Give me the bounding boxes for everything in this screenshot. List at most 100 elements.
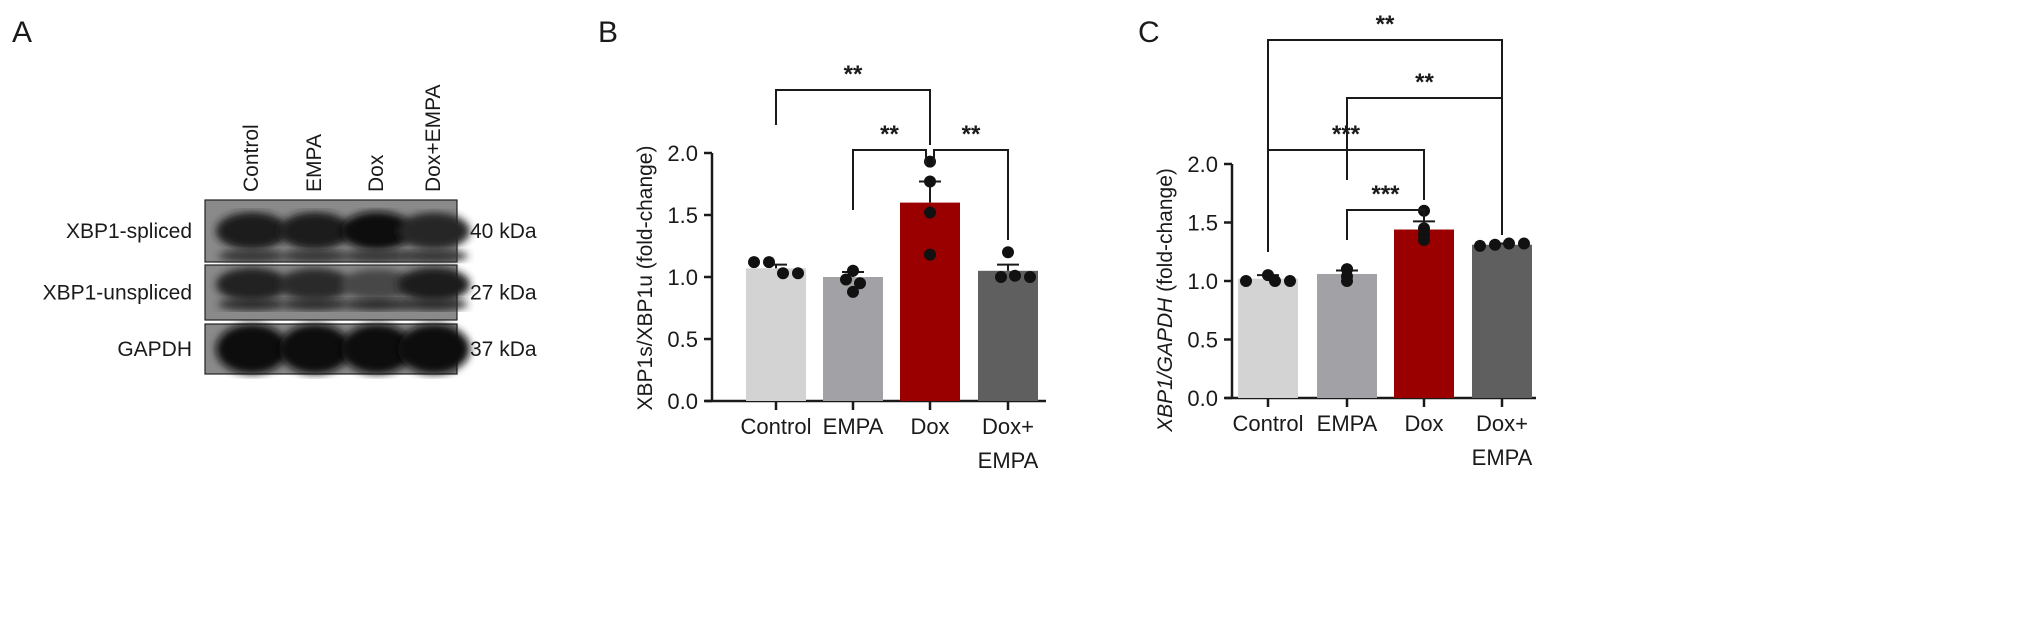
data-point	[1474, 239, 1486, 252]
molecular-weight-label: 27 kDa	[470, 282, 537, 305]
y-axis-label: XBP1/GAPDH (fold-change)	[1154, 168, 1177, 433]
panel-letter-c: C	[1138, 16, 1160, 49]
blot-band	[341, 268, 413, 301]
significance-bracket	[1346, 97, 1503, 235]
blot-band	[400, 250, 468, 262]
blot-band	[343, 298, 411, 311]
blot-band	[216, 324, 288, 374]
bar	[978, 270, 1038, 401]
y-tick-label: 0.5	[1187, 328, 1218, 353]
x-tick-label: Control	[741, 414, 812, 439]
significance-bracket	[1267, 149, 1425, 252]
protein-label: GAPDH	[117, 338, 192, 361]
blot-band	[218, 250, 286, 262]
significance-label: ***	[1332, 121, 1361, 148]
data-point	[748, 256, 760, 269]
bar	[746, 268, 806, 401]
lane-label: Dox+EMPA	[422, 84, 445, 192]
data-point	[1341, 263, 1353, 276]
y-tick-label: 1.0	[667, 265, 698, 290]
data-point	[1418, 234, 1430, 247]
data-point	[924, 175, 936, 188]
significance-label: **	[844, 61, 863, 88]
y-tick-label: 2.0	[1187, 152, 1218, 177]
lane-label: EMPA	[303, 134, 326, 192]
x-tick-label: Dox	[910, 414, 949, 439]
blot-band	[216, 267, 288, 302]
significance-label: **	[962, 121, 981, 148]
blot-band	[341, 211, 413, 251]
x-tick-label: EMPA	[1317, 411, 1378, 436]
bar	[1317, 273, 1377, 398]
blot-band	[218, 298, 286, 311]
blot-band	[341, 324, 413, 374]
blot-band	[398, 324, 470, 374]
data-point	[924, 248, 936, 261]
significance-bracket	[775, 89, 931, 145]
x-tick-label: Dox+	[982, 414, 1034, 439]
data-point	[924, 206, 936, 219]
blot-band	[279, 324, 351, 374]
data-point	[847, 264, 859, 277]
significance-bracket	[933, 149, 1009, 240]
data-point	[1024, 271, 1036, 283]
data-point	[777, 267, 789, 280]
data-point	[840, 273, 852, 286]
data-point	[1503, 237, 1515, 250]
bar	[900, 202, 960, 401]
bar	[1394, 229, 1454, 398]
molecular-weight-label: 37 kDa	[470, 338, 537, 361]
blot-row	[204, 199, 470, 263]
y-axis-label-italic: XBP1/GAPDH	[1154, 297, 1177, 433]
blot-band	[400, 298, 468, 311]
molecular-weight-label: 40 kDa	[470, 220, 537, 243]
protein-label: XBP1-unspliced	[43, 282, 192, 305]
lane-label: Dox	[365, 154, 388, 192]
blot-band	[279, 267, 351, 302]
blot-band	[216, 212, 288, 250]
y-tick-label: 1.5	[667, 203, 698, 228]
x-tick-label: EMPA	[1472, 445, 1533, 470]
panel-letter-b: B	[598, 16, 618, 49]
data-point	[1009, 269, 1021, 282]
y-tick-label: 0.0	[667, 389, 698, 414]
y-tick-label: 2.0	[667, 141, 698, 166]
y-tick-label: 1.5	[1187, 211, 1218, 236]
blot-row	[204, 264, 470, 321]
data-point	[1240, 275, 1252, 287]
x-tick-label: Dox+	[1476, 411, 1528, 436]
chart-panel-c: C 0.0 0.5 1.0 1.5 2.0 Control EMPA Dox Dox+ EMPA *…	[1138, 11, 1536, 470]
significance-label: **	[1415, 69, 1434, 96]
blot-band	[281, 250, 349, 262]
data-point	[1284, 275, 1296, 287]
blot-row	[204, 323, 470, 375]
blot-band	[398, 212, 470, 250]
data-point	[847, 285, 859, 298]
data-point	[1489, 238, 1501, 251]
significance-bracket	[1267, 39, 1503, 252]
significance-label: ***	[1371, 181, 1400, 208]
bar	[1238, 278, 1298, 398]
data-point	[792, 267, 804, 280]
y-tick-label: 0.5	[667, 327, 698, 352]
blot-band	[398, 267, 470, 302]
protein-label: XBP1-spliced	[66, 220, 192, 243]
data-point	[995, 271, 1007, 283]
blot-band	[279, 212, 351, 250]
lane-label: Control	[240, 124, 263, 192]
significance-bracket	[1346, 209, 1425, 240]
significance-bracket	[852, 149, 927, 210]
x-tick-label: Control	[1233, 411, 1304, 436]
data-point	[1002, 246, 1014, 259]
significance-label: **	[1376, 11, 1395, 38]
x-tick-label: Dox	[1404, 411, 1443, 436]
y-tick-label: 0.0	[1187, 386, 1218, 411]
data-point	[1269, 275, 1281, 287]
blot-band	[281, 298, 349, 311]
y-axis-label: XBP1s/XBP1u (fold-change)	[634, 146, 657, 411]
data-point	[1418, 222, 1430, 235]
data-point	[854, 277, 866, 290]
data-point	[1341, 275, 1353, 287]
y-axis-label-rest: (fold-change)	[1154, 168, 1177, 298]
panel-letter-a: A	[12, 16, 32, 49]
